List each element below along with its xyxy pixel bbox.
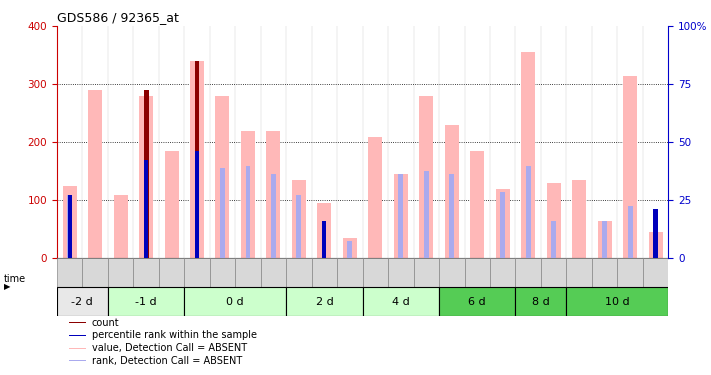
Bar [515, 258, 541, 287]
Bar [69, 360, 85, 362]
Bar [337, 258, 363, 287]
Bar [215, 96, 230, 258]
Text: 0 d: 0 d [226, 297, 244, 307]
Bar [490, 258, 515, 287]
Bar [368, 136, 383, 258]
Bar [144, 160, 148, 258]
Bar [567, 258, 592, 287]
Bar [82, 258, 108, 287]
Text: time: time [4, 274, 26, 284]
Bar [220, 168, 225, 258]
Bar [296, 195, 301, 258]
Text: value, Detection Call = ABSENT: value, Detection Call = ABSENT [92, 343, 247, 353]
Bar [363, 258, 388, 287]
Bar [184, 287, 286, 316]
Bar [88, 90, 102, 258]
Bar [134, 258, 159, 287]
Bar [398, 174, 403, 258]
Bar [653, 209, 658, 258]
Bar [363, 287, 439, 316]
Bar [424, 171, 429, 258]
Bar [286, 258, 311, 287]
Bar [439, 258, 464, 287]
Bar [343, 238, 357, 258]
Text: 10 d: 10 d [605, 297, 630, 307]
Bar [551, 220, 556, 258]
Bar [501, 192, 506, 258]
Text: 4 d: 4 d [392, 297, 410, 307]
Bar [184, 258, 210, 287]
Bar [311, 258, 337, 287]
Bar [68, 195, 72, 258]
Bar [348, 241, 353, 258]
Bar [445, 125, 459, 258]
Bar [139, 96, 153, 258]
Bar [190, 61, 204, 258]
Bar [195, 61, 200, 258]
Bar [69, 335, 85, 336]
Text: -1 d: -1 d [135, 297, 157, 307]
Bar [63, 186, 77, 258]
Bar [602, 220, 607, 258]
Bar [521, 53, 535, 258]
Bar [241, 131, 255, 258]
Bar [322, 220, 326, 258]
Bar [108, 258, 134, 287]
Text: percentile rank within the sample: percentile rank within the sample [92, 330, 257, 340]
Bar [572, 180, 586, 258]
Bar [292, 180, 306, 258]
Bar [617, 258, 643, 287]
Bar [144, 160, 149, 258]
Text: count: count [92, 318, 119, 327]
Bar [419, 96, 433, 258]
Text: -2 d: -2 d [72, 297, 93, 307]
Bar [267, 131, 280, 258]
Bar [114, 195, 127, 258]
Bar [648, 232, 663, 258]
Text: GDS586 / 92365_at: GDS586 / 92365_at [57, 11, 178, 24]
Bar [414, 258, 439, 287]
Bar [286, 287, 363, 316]
Bar [643, 258, 668, 287]
Text: ▶: ▶ [4, 282, 10, 291]
Bar [515, 287, 567, 316]
Bar [598, 220, 611, 258]
Bar [547, 183, 561, 258]
Bar [57, 258, 82, 287]
Bar [464, 258, 490, 287]
Bar [271, 174, 276, 258]
Bar [245, 165, 250, 258]
Bar [261, 258, 286, 287]
Bar [195, 151, 200, 258]
Bar [567, 287, 668, 316]
Bar [439, 287, 515, 316]
Text: 6 d: 6 d [469, 297, 486, 307]
Bar [108, 287, 184, 316]
Bar [235, 258, 261, 287]
Bar [623, 76, 637, 258]
Bar [317, 203, 331, 258]
Bar [69, 322, 85, 323]
Text: rank, Detection Call = ABSENT: rank, Detection Call = ABSENT [92, 356, 242, 366]
Bar [67, 195, 72, 258]
Bar [496, 189, 510, 258]
Bar [388, 258, 414, 287]
Bar [541, 258, 567, 287]
Bar [394, 174, 408, 258]
Bar [159, 258, 184, 287]
Bar [470, 151, 484, 258]
Bar [210, 258, 235, 287]
Bar [164, 151, 178, 258]
Bar [525, 165, 530, 258]
Bar [592, 258, 617, 287]
Bar [144, 90, 149, 258]
Text: 8 d: 8 d [532, 297, 550, 307]
Bar [628, 206, 633, 258]
Bar [57, 287, 108, 316]
Bar [449, 174, 454, 258]
Text: 2 d: 2 d [316, 297, 333, 307]
Bar [195, 151, 199, 258]
